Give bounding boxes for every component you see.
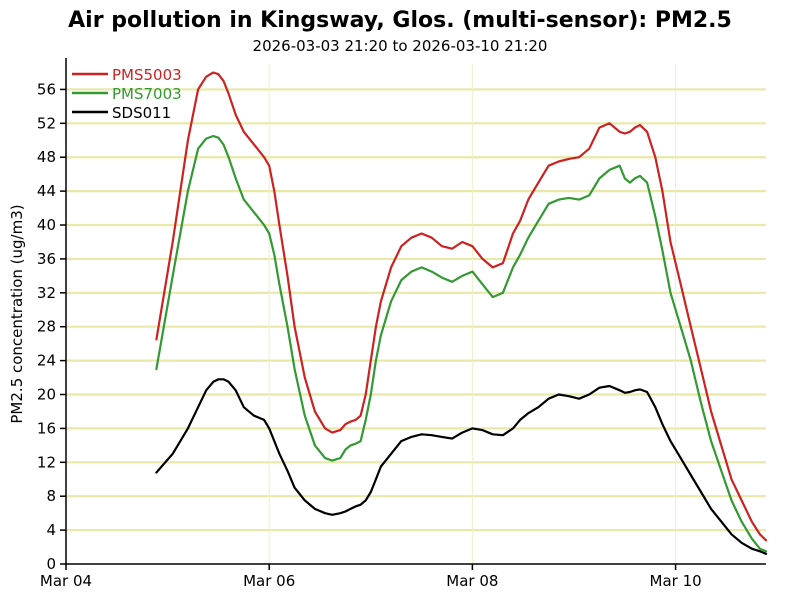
x-tick-label-mar-10: Mar 10 bbox=[650, 572, 702, 590]
chart-subtitle: 2026-03-03 21:20 to 2026-03-10 21:20 bbox=[253, 37, 548, 55]
series-line-pms5003 bbox=[155, 71, 768, 542]
legend-label-pms7003: PMS7003 bbox=[112, 85, 182, 103]
y-tick-label-56: 56 bbox=[37, 80, 56, 98]
y-tick-label-24: 24 bbox=[37, 352, 56, 370]
x-tick-label-mar-04: Mar 04 bbox=[40, 572, 92, 590]
grid bbox=[65, 64, 766, 564]
y-tick-label-16: 16 bbox=[37, 419, 56, 437]
series-lines bbox=[155, 71, 768, 555]
y-tick-label-36: 36 bbox=[37, 250, 56, 268]
y-tick-label-20: 20 bbox=[37, 386, 56, 404]
x-tick-label-mar-06: Mar 06 bbox=[243, 572, 295, 590]
chart-title: Air pollution in Kingsway, Glos. (multi-… bbox=[68, 8, 732, 33]
x-tick-label-mar-08: Mar 08 bbox=[446, 572, 498, 590]
y-tick-label-52: 52 bbox=[37, 114, 56, 132]
legend-label-sds011: SDS011 bbox=[112, 104, 171, 122]
y-tick-label-8: 8 bbox=[46, 487, 56, 505]
series-line-sds011 bbox=[155, 378, 768, 555]
y-tick-label-32: 32 bbox=[37, 284, 56, 302]
y-tick-label-28: 28 bbox=[37, 318, 56, 336]
y-tick-label-40: 40 bbox=[37, 216, 56, 234]
y-tick-label-44: 44 bbox=[37, 182, 56, 200]
legend-label-pms5003: PMS5003 bbox=[112, 66, 182, 84]
legend: PMS5003 PMS7003 SDS011 bbox=[72, 66, 182, 122]
series-line-pms7003 bbox=[155, 134, 768, 553]
y-tick-label-0: 0 bbox=[46, 555, 56, 573]
plot-area bbox=[66, 64, 766, 564]
y-tick-label-48: 48 bbox=[37, 148, 56, 166]
y-tick-label-12: 12 bbox=[37, 453, 56, 471]
y-tick-label-4: 4 bbox=[46, 521, 56, 539]
y-axis-label: PM2.5 concentration (ug/m3) bbox=[8, 204, 26, 423]
